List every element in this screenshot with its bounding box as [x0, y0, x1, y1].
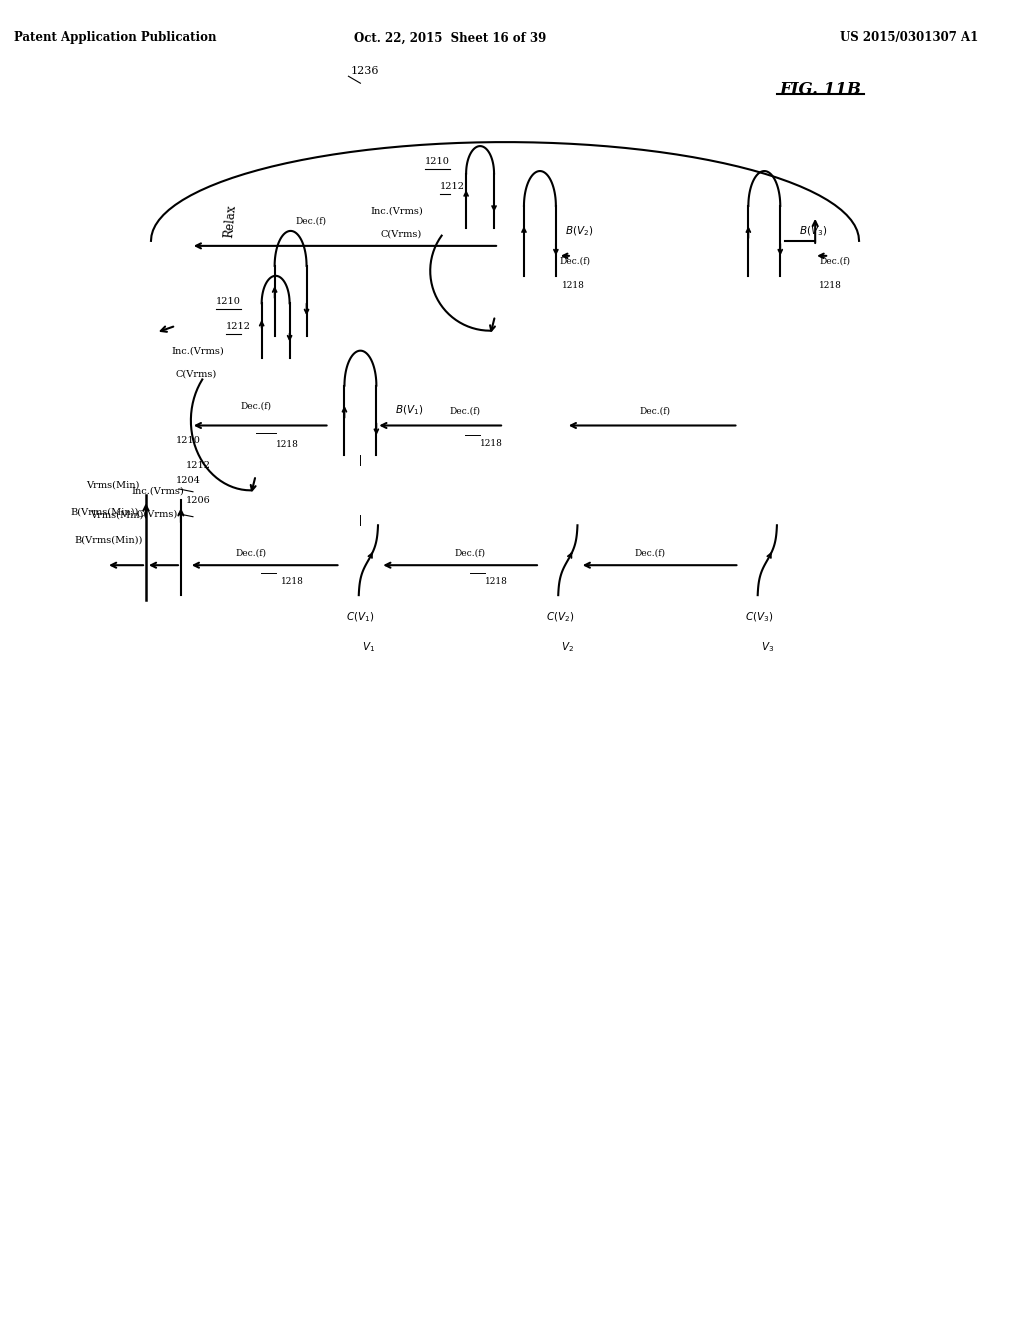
Text: 1218: 1218 — [275, 441, 299, 450]
Text: $V_3$: $V_3$ — [761, 640, 774, 653]
Text: B(Vrms(Min)): B(Vrms(Min)) — [71, 508, 139, 517]
Text: 1212: 1212 — [440, 182, 465, 191]
Text: Vrms(Min): Vrms(Min) — [86, 480, 139, 490]
Text: Dec.(f): Dec.(f) — [455, 548, 485, 557]
Text: Dec.(f): Dec.(f) — [560, 256, 591, 265]
Text: 1218: 1218 — [480, 440, 503, 449]
Text: Dec.(f): Dec.(f) — [639, 407, 670, 416]
Text: Dec.(f): Dec.(f) — [819, 256, 850, 265]
Text: 1218: 1218 — [281, 577, 303, 586]
Text: Inc.(Vrms): Inc.(Vrms) — [371, 207, 423, 216]
Text: $V_2$: $V_2$ — [561, 640, 574, 653]
Text: B(Vrms(Min)): B(Vrms(Min)) — [75, 536, 143, 545]
Text: US 2015/0301307 A1: US 2015/0301307 A1 — [841, 32, 979, 45]
Text: $C(V_2)$: $C(V_2)$ — [546, 610, 574, 624]
Text: 1210: 1210 — [216, 297, 241, 306]
Text: 1210: 1210 — [176, 437, 201, 445]
Text: 1212: 1212 — [225, 322, 251, 331]
Text: Dec.(f): Dec.(f) — [450, 407, 480, 416]
Text: $B(V_2)$: $B(V_2)$ — [565, 224, 593, 238]
Text: Inc.(Vrms): Inc.(Vrms) — [171, 347, 223, 355]
Text: FIG. 11B: FIG. 11B — [779, 82, 861, 98]
Text: Oct. 22, 2015  Sheet 16 of 39: Oct. 22, 2015 Sheet 16 of 39 — [354, 32, 546, 45]
Text: $V_1$: $V_1$ — [361, 640, 375, 653]
Text: Dec.(f): Dec.(f) — [634, 548, 666, 557]
Text: Inc.(Vrms): Inc.(Vrms) — [131, 486, 183, 495]
Text: Dec.(f): Dec.(f) — [241, 401, 271, 411]
Text: 1218: 1218 — [485, 577, 508, 586]
Text: 1218: 1218 — [562, 281, 585, 290]
Text: 1206: 1206 — [186, 496, 211, 506]
Text: 1210: 1210 — [425, 157, 451, 166]
Text: C(Vrms): C(Vrms) — [380, 230, 422, 239]
Text: $B(V_1)$: $B(V_1)$ — [395, 404, 424, 417]
Text: Patent Application Publication: Patent Application Publication — [14, 32, 217, 45]
Text: $C(V_1)$: $C(V_1)$ — [346, 610, 375, 624]
Text: Vrms(Min): Vrms(Min) — [90, 511, 143, 520]
Text: Relax: Relax — [223, 203, 239, 238]
Text: 1236: 1236 — [350, 66, 379, 77]
Text: Dec.(f): Dec.(f) — [295, 216, 326, 226]
Text: Dec.(f): Dec.(f) — [236, 548, 266, 557]
Text: C(Vrms): C(Vrms) — [136, 510, 177, 519]
Text: 1212: 1212 — [186, 462, 211, 470]
Text: 1218: 1218 — [819, 281, 842, 290]
Text: $B(V_3)$: $B(V_3)$ — [799, 224, 827, 238]
Text: C(Vrms): C(Vrms) — [176, 370, 217, 379]
Text: 1204: 1204 — [176, 477, 201, 486]
Text: $C(V_3)$: $C(V_3)$ — [745, 610, 773, 624]
